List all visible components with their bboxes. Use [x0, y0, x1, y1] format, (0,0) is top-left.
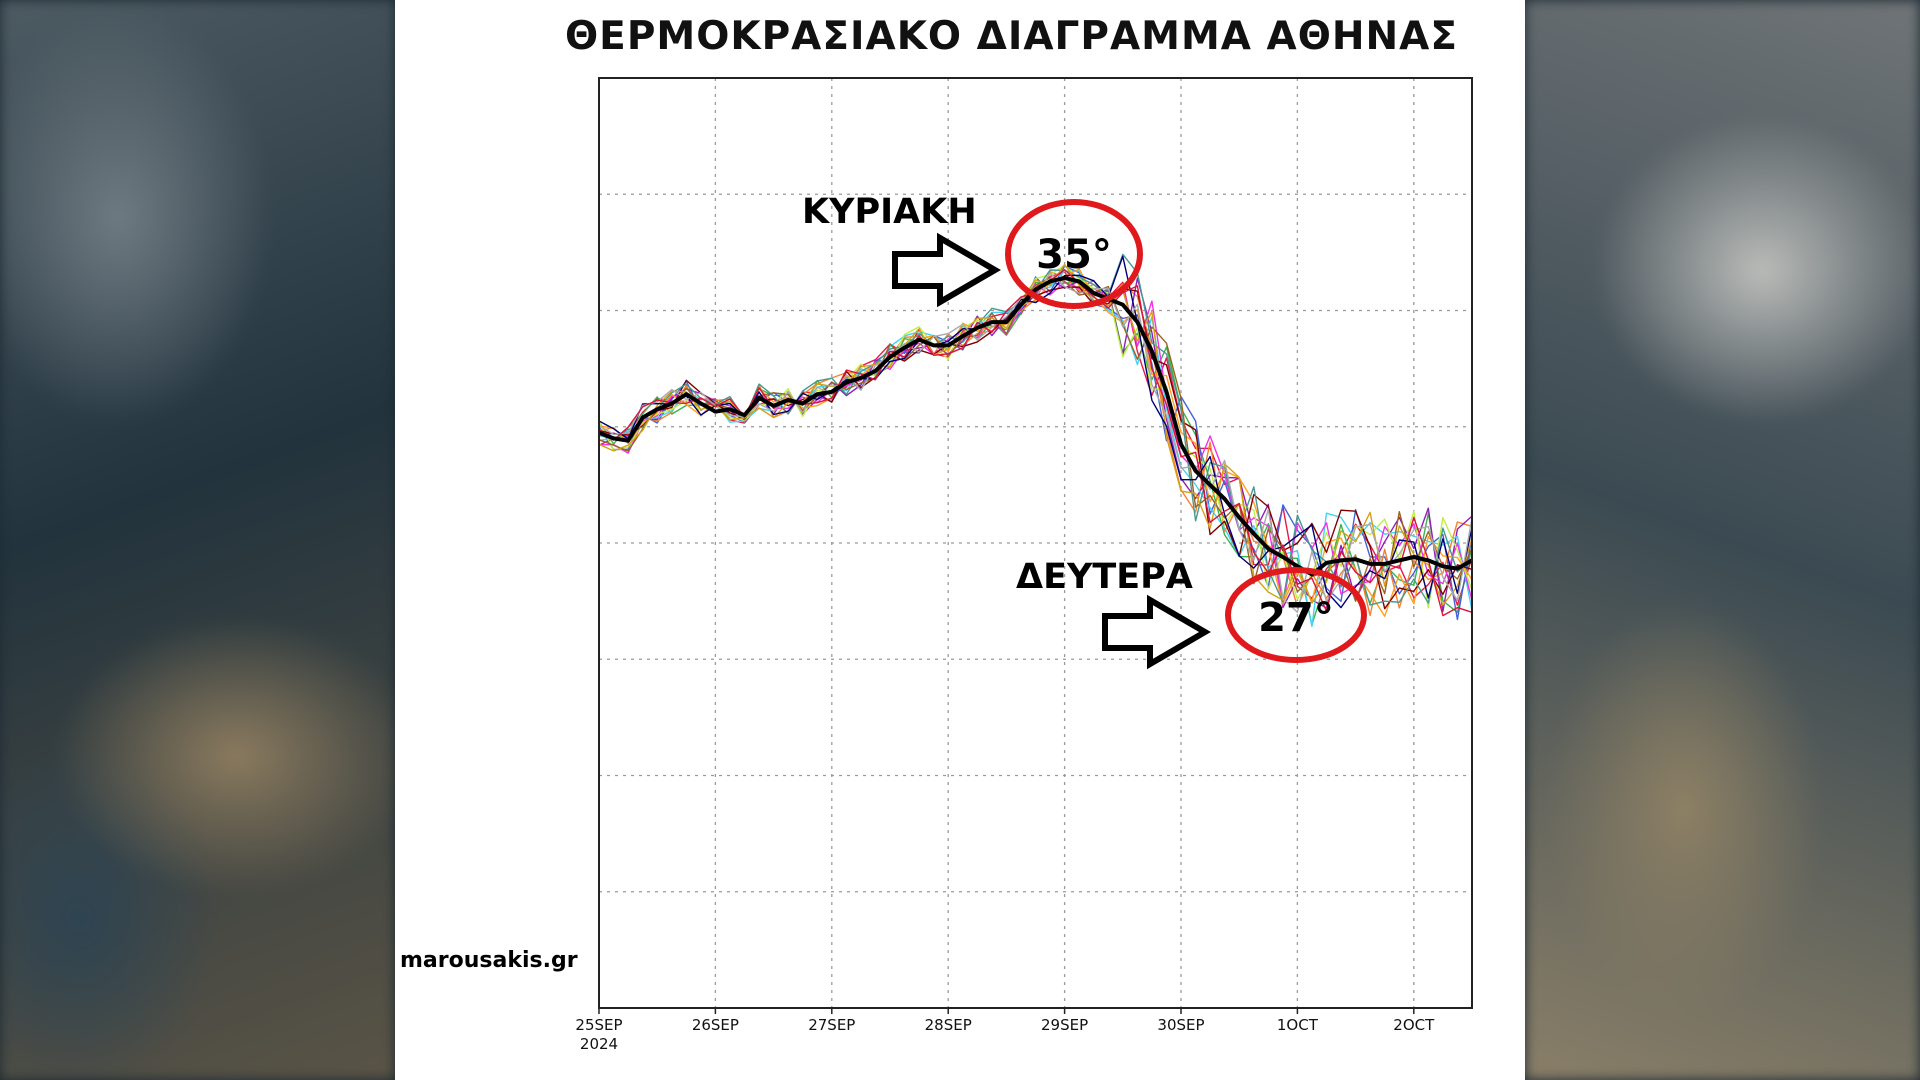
- plot-frame: [598, 77, 1473, 1009]
- x-tick-label: 1OCT: [1277, 1016, 1319, 1034]
- ensemble-member-line: [598, 271, 1473, 606]
- annotation-sunday-value: 35°: [1036, 232, 1112, 278]
- x-tick-label: 28SEP: [925, 1016, 972, 1034]
- x-tick-label: 26SEP: [692, 1016, 739, 1034]
- x-tick-label: 27SEP: [808, 1016, 855, 1034]
- x-tick-label: 2OCT: [1393, 1016, 1435, 1034]
- ensemble-member-line: [598, 255, 1473, 609]
- blurred-background-left: [0, 0, 395, 1080]
- annotation-monday-label: ΔΕΥΤΕΡΑ: [1016, 557, 1193, 597]
- mean-line: [598, 275, 1473, 577]
- ensemble-mean: [598, 275, 1473, 577]
- arrow-sunday-icon: [892, 232, 1001, 308]
- annotation-monday-value: 27°: [1258, 595, 1334, 641]
- x-tick-label: 29SEP: [1041, 1016, 1088, 1034]
- grid: [599, 78, 1472, 1008]
- annotation-sunday: ΚΥΡΙΑΚΗ 35°: [802, 192, 1143, 309]
- chart-title: ΘΕΡΜΟΚΡΑΣΙΑΚΟ ΔΙΑΓΡΑΜΜΑ ΑΘΗΝΑΣ: [565, 14, 1458, 59]
- annotation-monday: ΔΕΥΤΕΡΑ 27°: [1016, 557, 1367, 670]
- blurred-background-right: [1525, 0, 1920, 1080]
- arrow-monday-icon: [1102, 594, 1211, 670]
- x-tick-label: 25SEP: [575, 1016, 622, 1034]
- x-tick-sublabel: 2024: [580, 1035, 618, 1053]
- highlight-circle-monday: [1225, 567, 1367, 663]
- annotation-sunday-label: ΚΥΡΙΑΚΗ: [802, 192, 977, 232]
- x-tick-label: 30SEP: [1157, 1016, 1204, 1034]
- watermark: marousakis.gr: [400, 948, 578, 973]
- highlight-circle-sunday: [1005, 199, 1143, 309]
- chart-panel: ΘΕΡΜΟΚΡΑΣΙΑΚΟ ΔΙΑΓΡΑΜΜΑ ΑΘΗΝΑΣ 25SEP 2024…: [395, 0, 1525, 1080]
